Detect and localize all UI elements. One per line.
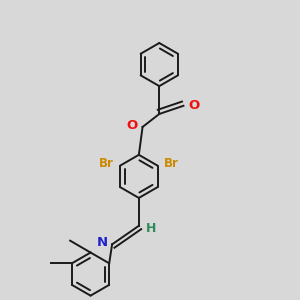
Text: O: O xyxy=(127,119,138,132)
Text: H: H xyxy=(146,222,157,235)
Text: Br: Br xyxy=(99,157,113,170)
Text: Br: Br xyxy=(164,157,179,170)
Text: O: O xyxy=(188,99,199,112)
Text: N: N xyxy=(97,236,108,249)
